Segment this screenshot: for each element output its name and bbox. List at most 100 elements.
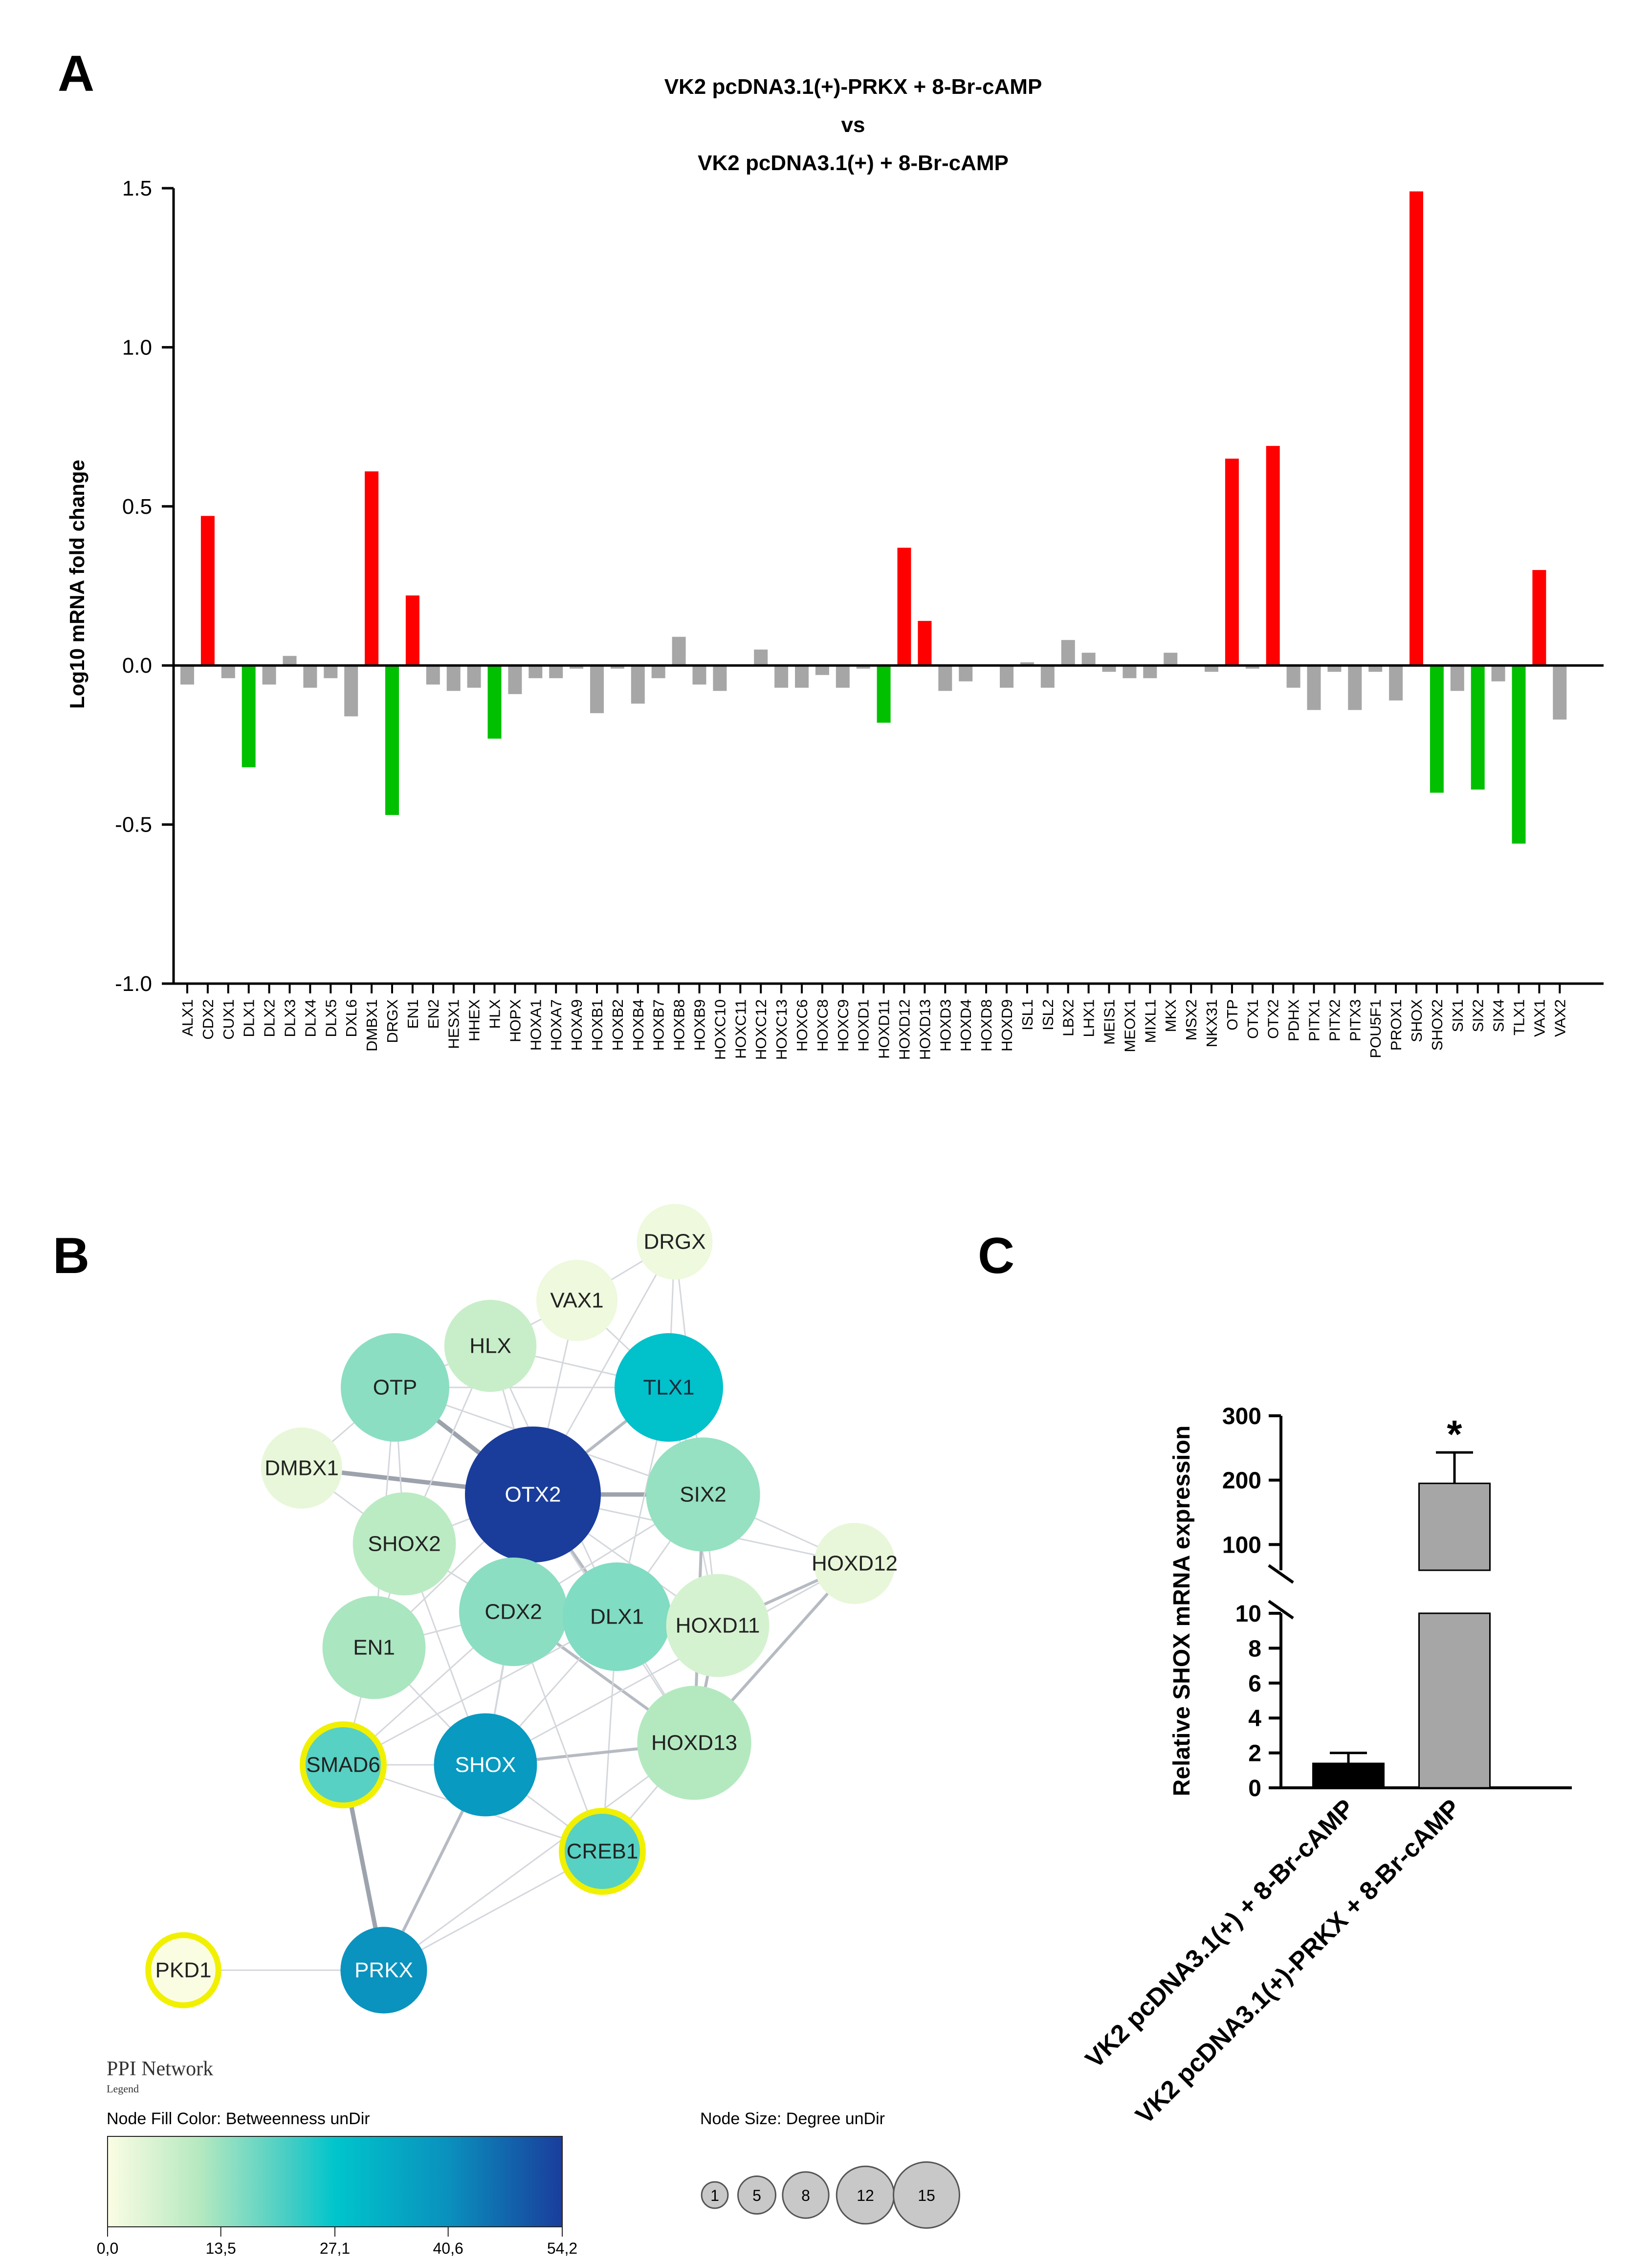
- x-tick-label: HOXD3: [937, 999, 954, 1052]
- node-label: SHOX: [455, 1753, 516, 1777]
- node-HLX[interactable]: HLX: [444, 1299, 537, 1392]
- node-circle: [341, 1333, 449, 1442]
- node-circle: [615, 1333, 723, 1442]
- bar-PITX1: [1307, 665, 1321, 710]
- x-tick-label: HOPX: [507, 999, 524, 1042]
- node-DRGX[interactable]: DRGX: [637, 1204, 713, 1280]
- node-circle: [444, 1299, 537, 1392]
- bar-HOXD3: [938, 665, 952, 691]
- node-PRKX[interactable]: PRKX: [340, 1927, 427, 2014]
- edge-PRKX-HOXD13: [383, 1742, 695, 1971]
- bar-HOXC13: [774, 665, 789, 688]
- bar-HOXB9: [692, 665, 706, 685]
- bar-SIX4: [1491, 665, 1505, 681]
- size-legend-circles: 1 5 8 12 15: [701, 2161, 960, 2229]
- bar-HOXD12: [897, 548, 911, 666]
- node-TLX1[interactable]: TLX1: [615, 1333, 723, 1442]
- node-DLX1[interactable]: DLX1: [563, 1562, 671, 1671]
- x-tick-label: MEOX1: [1121, 999, 1138, 1053]
- node-EN1[interactable]: EN1: [322, 1596, 426, 1699]
- node-label: CDX2: [485, 1600, 542, 1624]
- legend-subtitle: Legend: [107, 2083, 139, 2095]
- panel-label-a: A: [58, 45, 95, 102]
- bar-ISL2: [1040, 665, 1055, 688]
- node-HOXD12[interactable]: HOXD12: [812, 1523, 898, 1604]
- node-VAX1[interactable]: VAX1: [536, 1260, 617, 1341]
- node-CDX2[interactable]: CDX2: [459, 1558, 568, 1666]
- node-DMBX1[interactable]: DMBX1: [261, 1428, 342, 1509]
- color-legend-ticks: 0,0 13,5 27,1 40,6 54,2: [97, 2227, 577, 2257]
- node-CREB1[interactable]: CREB1: [559, 1808, 646, 1895]
- bar-HOXB2: [610, 665, 624, 669]
- node-SIX2[interactable]: SIX2: [646, 1437, 760, 1552]
- bar-HOXD9: [1000, 665, 1013, 688]
- y-tick-label: 0.5: [122, 495, 152, 519]
- x-tick-label: HOXC6: [793, 999, 811, 1052]
- node-PKD1[interactable]: PKD1: [145, 1932, 221, 2008]
- x-tick-label: HOXA7: [548, 999, 565, 1051]
- bar-MEOX1: [1123, 665, 1137, 679]
- bar-EN2: [426, 665, 440, 685]
- node-label: VAX1: [550, 1289, 603, 1313]
- node-OTP[interactable]: OTP: [341, 1333, 449, 1442]
- c-significance-star: *: [1447, 1412, 1462, 1456]
- size-legend-label: 5: [752, 2187, 761, 2204]
- edge-HOXD12-SHOX: [485, 1562, 855, 1766]
- x-tick-label: DLX3: [282, 999, 299, 1037]
- node-circle: [261, 1428, 342, 1509]
- bar-VAX1: [1532, 570, 1546, 666]
- node-circle: [434, 1713, 537, 1817]
- x-tick-label: HOXD13: [916, 999, 933, 1060]
- bar-chart-shox-expression: Relative SHOX mRNA expression 0 2 4 6 8 10 100…: [1080, 1404, 1572, 2130]
- size-legend-label: 15: [918, 2187, 935, 2204]
- x-tick-label: OTX2: [1265, 999, 1282, 1039]
- bar-DLX5: [324, 665, 338, 679]
- x-tick-label: DRGX: [384, 999, 401, 1043]
- color-tick-label: 54,2: [547, 2240, 577, 2257]
- bar-HOXD13: [918, 621, 932, 666]
- bar-OTX1: [1245, 665, 1259, 669]
- node-SMAD6[interactable]: SMAD6: [300, 1721, 387, 1808]
- c-tick-label: 4: [1248, 1706, 1261, 1732]
- x-tick-label: CDX2: [199, 999, 217, 1040]
- node-circle: [536, 1260, 617, 1341]
- x-tick-label: OTX1: [1244, 999, 1261, 1039]
- x-tick-label: DMBX1: [363, 999, 380, 1052]
- node-label: SHOX2: [368, 1532, 441, 1556]
- x-tick-label: SHOX: [1408, 999, 1425, 1042]
- x-tick-label: HOXB8: [671, 999, 688, 1051]
- c-tick-label: 8: [1248, 1636, 1261, 1662]
- x-tick-label: SIX4: [1490, 999, 1507, 1032]
- node-label: PRKX: [354, 1958, 413, 1982]
- node-HOXD13[interactable]: HOXD13: [637, 1686, 751, 1800]
- node-label: SMAD6: [306, 1753, 380, 1777]
- x-tick-label: LHX1: [1080, 999, 1098, 1037]
- bar-CDX2: [200, 516, 215, 666]
- size-legend-circle: [701, 2181, 729, 2209]
- c-tick-label: 200: [1222, 1468, 1261, 1494]
- color-gradient-bar: [107, 2136, 563, 2227]
- y-tick-label: -0.5: [115, 813, 152, 837]
- x-tick-label: HOXD11: [876, 999, 893, 1059]
- bar-PDHX: [1286, 665, 1300, 688]
- x-tick-label: HESX1: [445, 999, 463, 1049]
- x-tick-label: PITX2: [1326, 999, 1343, 1041]
- panel-label-b: B: [53, 1228, 90, 1284]
- bar-HOXC12: [754, 649, 768, 666]
- x-tick-label: PITX1: [1306, 999, 1323, 1041]
- node-label: DRGX: [643, 1230, 705, 1254]
- node-SHOX[interactable]: SHOX: [434, 1713, 537, 1817]
- node-SHOX2[interactable]: SHOX2: [352, 1492, 456, 1596]
- node-HOXD11[interactable]: HOXD11: [666, 1574, 770, 1677]
- bar-PROX1: [1389, 665, 1403, 701]
- node-circle: [340, 1927, 427, 2014]
- bar-HOXB1: [590, 665, 604, 713]
- x-tick-label: DLX5: [322, 999, 339, 1037]
- c-bar-1-lower: [1418, 1612, 1491, 1789]
- x-tick-label: MSX2: [1183, 999, 1200, 1040]
- bar-OTP: [1225, 459, 1239, 666]
- size-legend-label: 1: [710, 2187, 719, 2204]
- bar-SIX1: [1450, 665, 1464, 691]
- bar-EN1: [405, 595, 419, 666]
- node-OTX2[interactable]: OTX2: [465, 1427, 601, 1562]
